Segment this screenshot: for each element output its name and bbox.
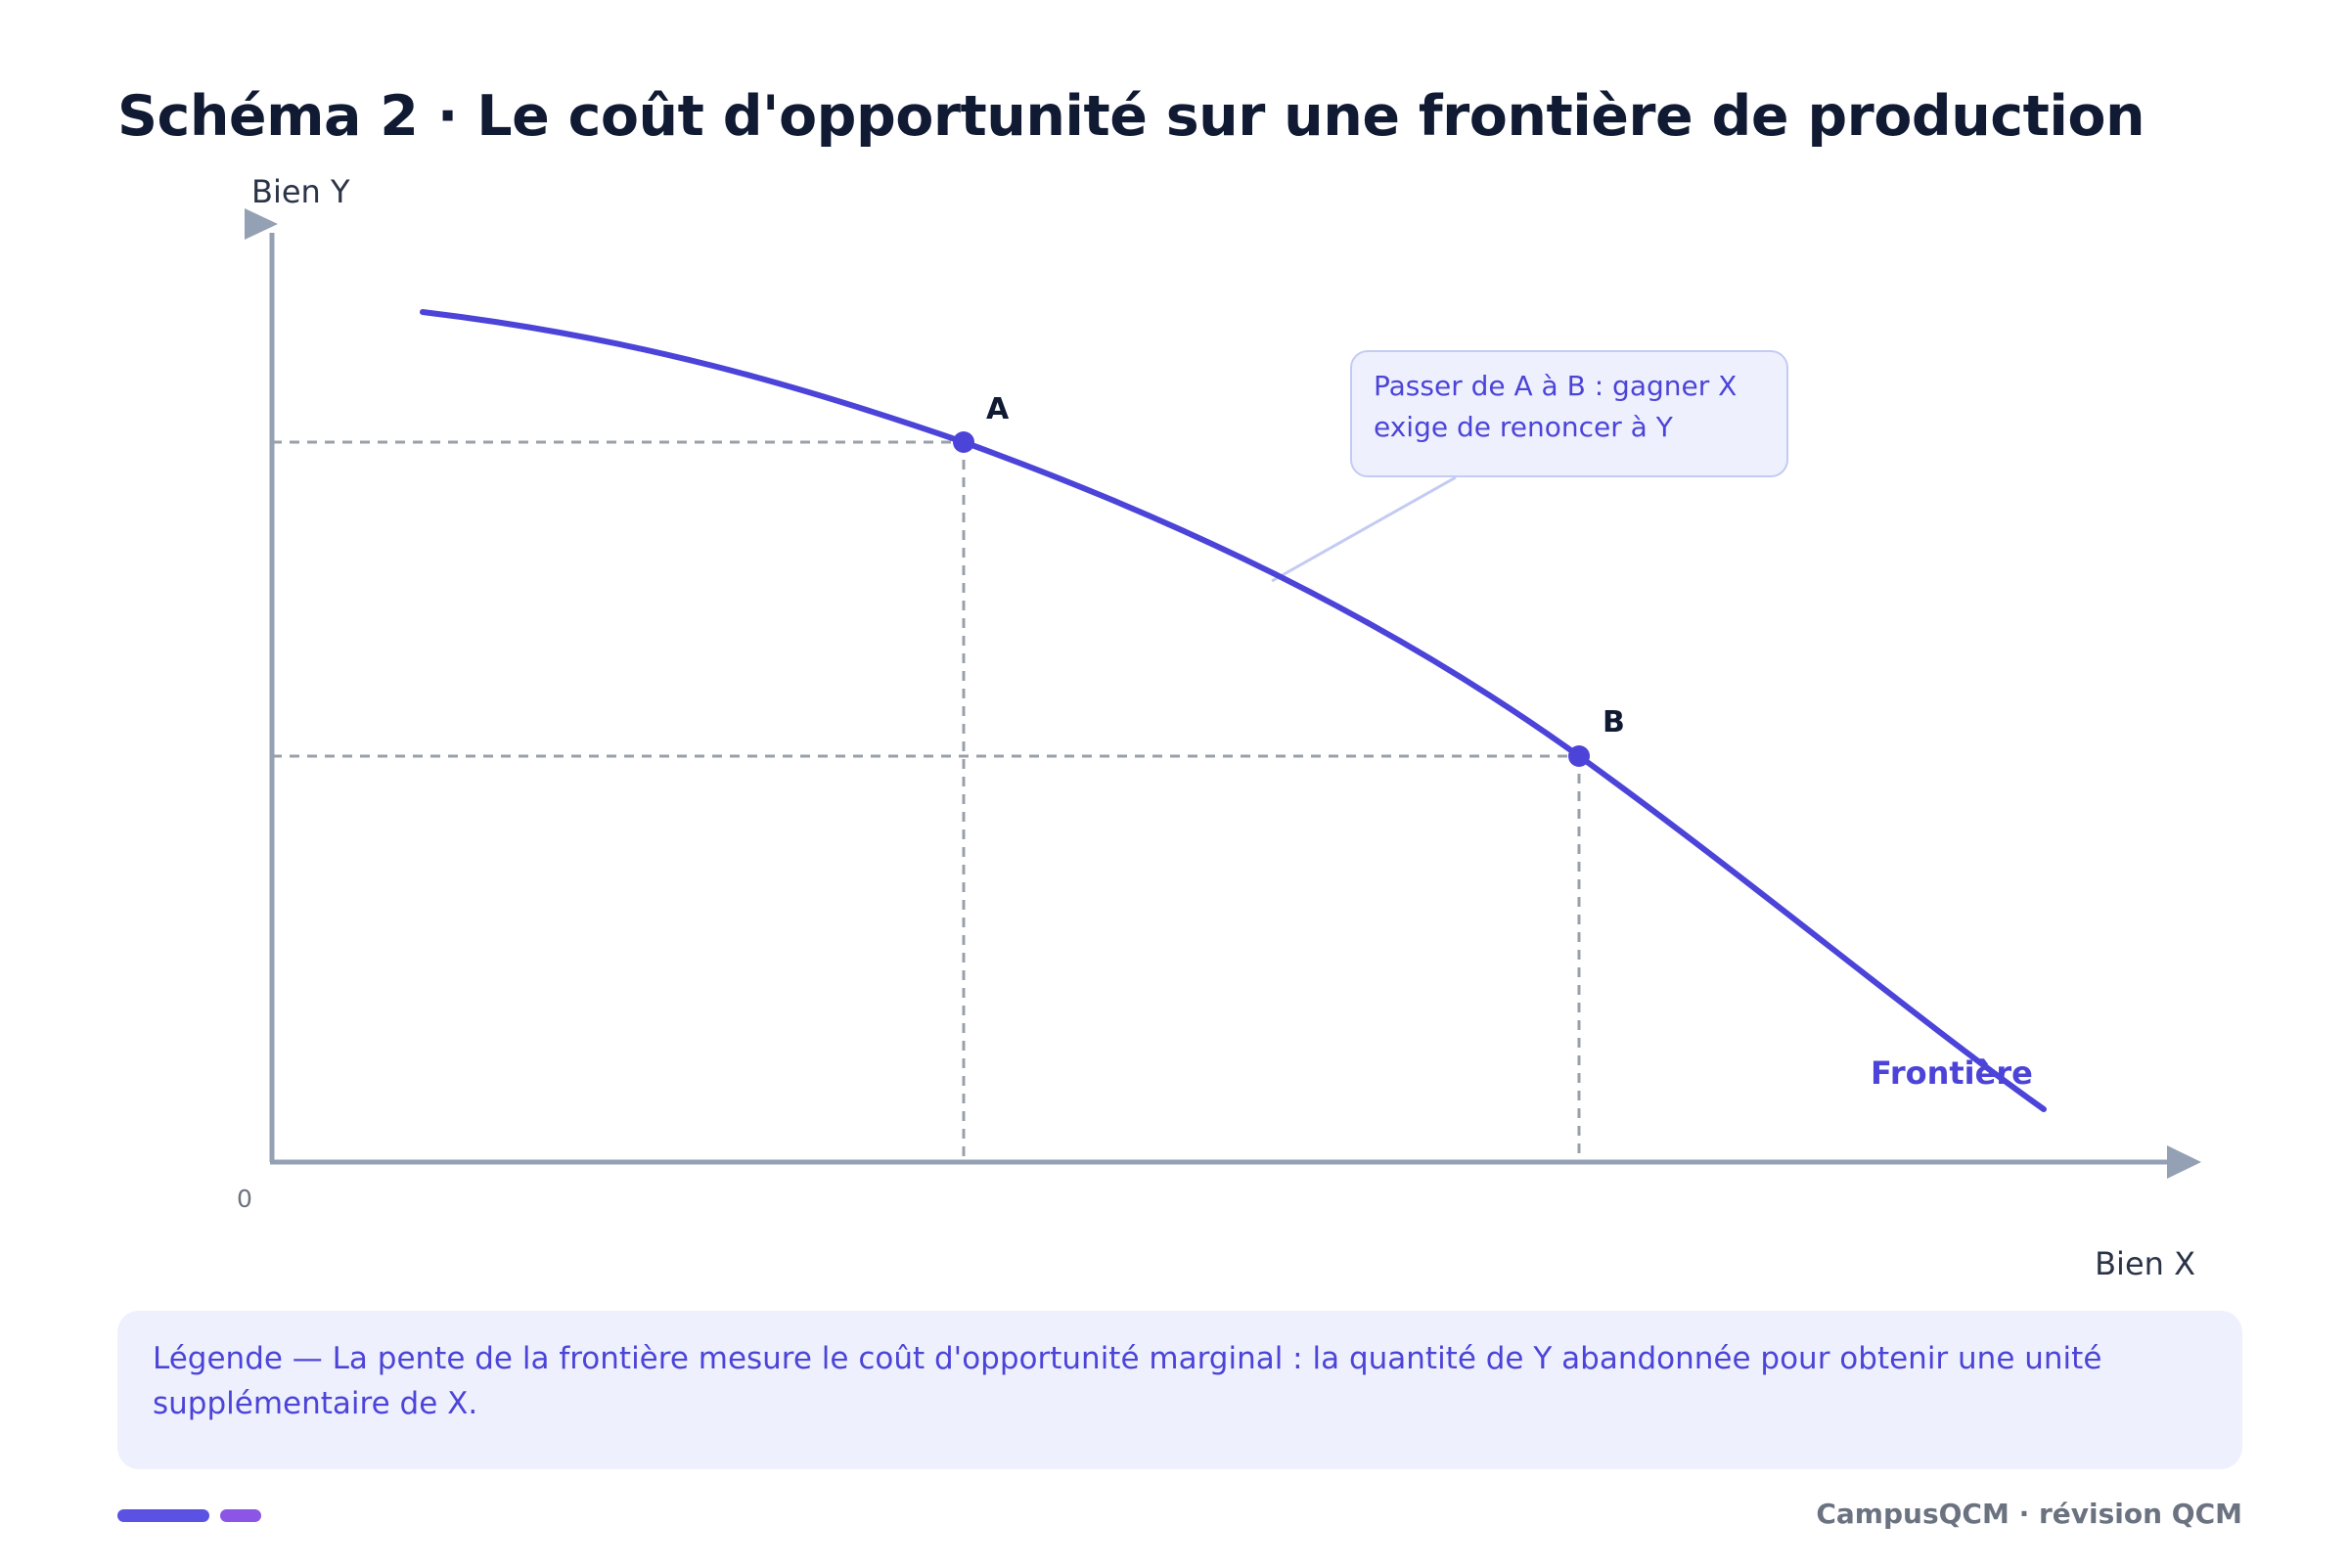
callout-box: Passer de A à B : gagner X exige de reno…: [1350, 350, 1788, 477]
point-b-label: B: [1603, 705, 1625, 739]
callout-connector: [1271, 475, 1457, 583]
x-axis-label: Bien X: [2095, 1245, 2195, 1282]
y-axis-arrow: [245, 208, 278, 240]
accent-bar-secondary: [220, 1509, 261, 1522]
production-frontier-curve: [420, 309, 2047, 1112]
y-axis-label: Bien Y: [251, 173, 350, 210]
x-axis-arrow: [2167, 1145, 2201, 1179]
legend-box: Légende — La pente de la frontière mesur…: [117, 1311, 2242, 1469]
callout-line-1: Passer de A à B : gagner X: [1374, 370, 1738, 402]
point-a-label: A: [986, 392, 1010, 426]
page-title: Schéma 2 · Le coût d'opportunité sur une…: [117, 84, 2145, 149]
legend-text: Légende — La pente de la frontière mesur…: [153, 1341, 2102, 1421]
point-b: [1568, 745, 1590, 767]
origin-label: 0: [237, 1185, 252, 1213]
footer-brand: CampusQCM · révision QCM: [1816, 1498, 2242, 1530]
callout-line-2: exige de renoncer à Y: [1374, 411, 1673, 443]
point-a: [953, 431, 974, 453]
frontier-label: Frontière: [1871, 1054, 2033, 1092]
accent-bar-primary: [117, 1509, 209, 1522]
